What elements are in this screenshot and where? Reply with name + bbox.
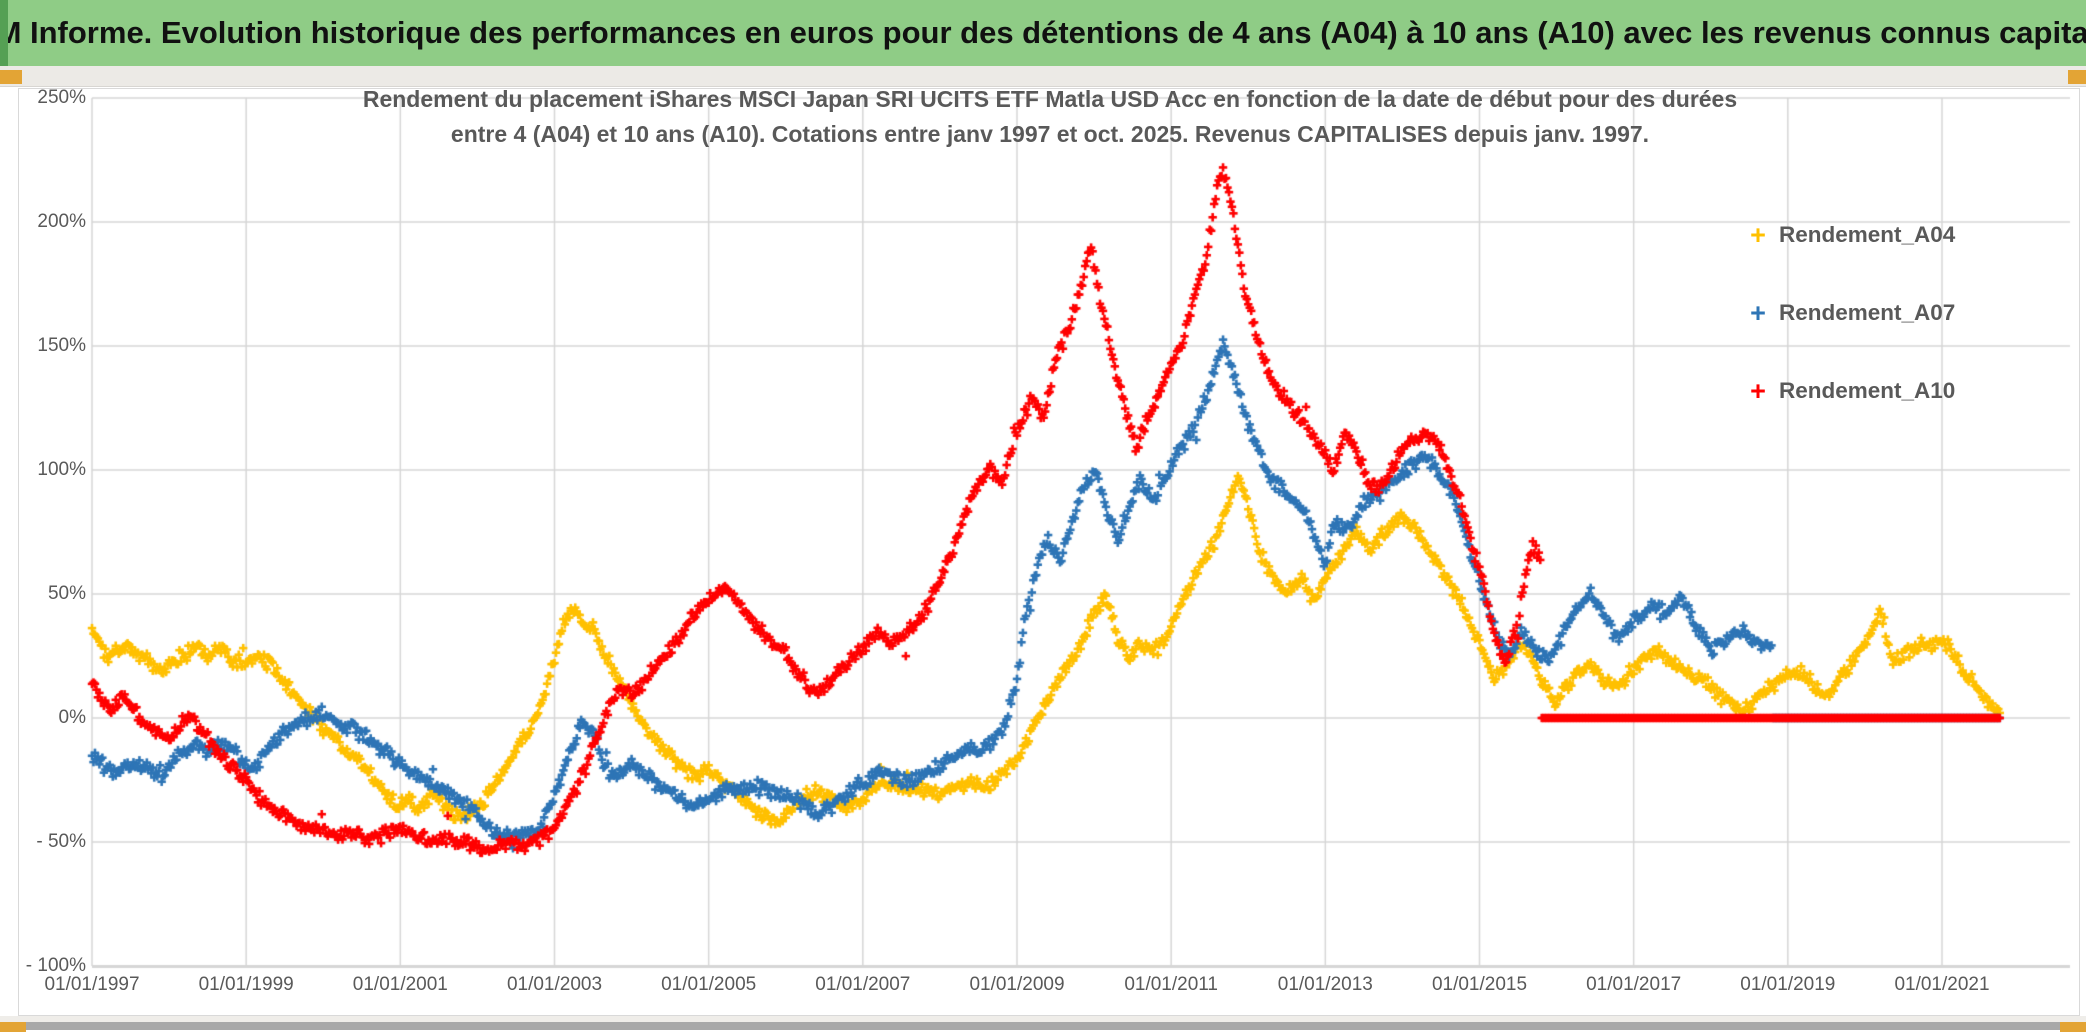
x-axis-tick: 01/01/2015 xyxy=(1431,974,1528,995)
y-axis-tick: - 100% xyxy=(25,955,86,976)
y-axis-tick: - 50% xyxy=(36,831,86,852)
y-axis-tick: 250% xyxy=(37,87,86,108)
legend-item-rendement_a10[interactable]: + Rendement_A10 xyxy=(1745,352,1955,430)
chart-title-line1: Rendement du placement iShares MSCI Japa… xyxy=(362,86,1738,112)
y-axis-tick: 150% xyxy=(37,335,86,356)
legend-plus-marker-icon: + xyxy=(1750,376,1766,406)
legend-item-label: Rendement_A07 xyxy=(1779,300,1956,325)
x-axis-tick: 01/01/1999 xyxy=(198,974,294,995)
x-axis-tick: 01/01/2013 xyxy=(1277,974,1373,995)
legend-item-rendement_a07[interactable]: + Rendement_A07 xyxy=(1745,274,1955,352)
x-axis-tick: 01/01/1997 xyxy=(44,974,140,995)
x-axis-tick: 01/01/2007 xyxy=(815,974,911,995)
x-axis-tick: 01/01/2011 xyxy=(1124,974,1218,995)
y-axis-tick: 200% xyxy=(37,211,86,232)
legend-item-label: Rendement_A10 xyxy=(1779,378,1956,403)
y-axis-tick: 0% xyxy=(58,707,86,728)
y-axis-tick: 100% xyxy=(37,459,86,480)
x-axis-tick: 01/01/2005 xyxy=(661,974,757,995)
x-axis-tick: 01/01/2009 xyxy=(969,974,1065,995)
x-axis-tick: 01/01/2017 xyxy=(1586,974,1682,995)
legend: + Rendement_A04 + Rendement_A07 + Rendement_A… xyxy=(1745,196,1955,430)
x-axis-tick: 01/01/2003 xyxy=(506,974,603,995)
legend-item-rendement_a04[interactable]: + Rendement_A04 xyxy=(1745,196,1955,274)
x-axis-tick: 01/01/2001 xyxy=(352,974,448,995)
y-axis-tick: 50% xyxy=(47,583,86,604)
x-axis-tick: 01/01/2019 xyxy=(1740,974,1836,995)
legend-item-label: Rendement_A04 xyxy=(1779,222,1956,247)
legend-plus-marker-icon: + xyxy=(1750,298,1766,328)
chart-title-line2: entre 4 (A04) et 10 ans (A10). Cotations… xyxy=(450,121,1650,147)
x-axis-tick: 01/01/2021 xyxy=(1894,974,1990,995)
legend-plus-marker-icon: + xyxy=(1750,220,1766,250)
